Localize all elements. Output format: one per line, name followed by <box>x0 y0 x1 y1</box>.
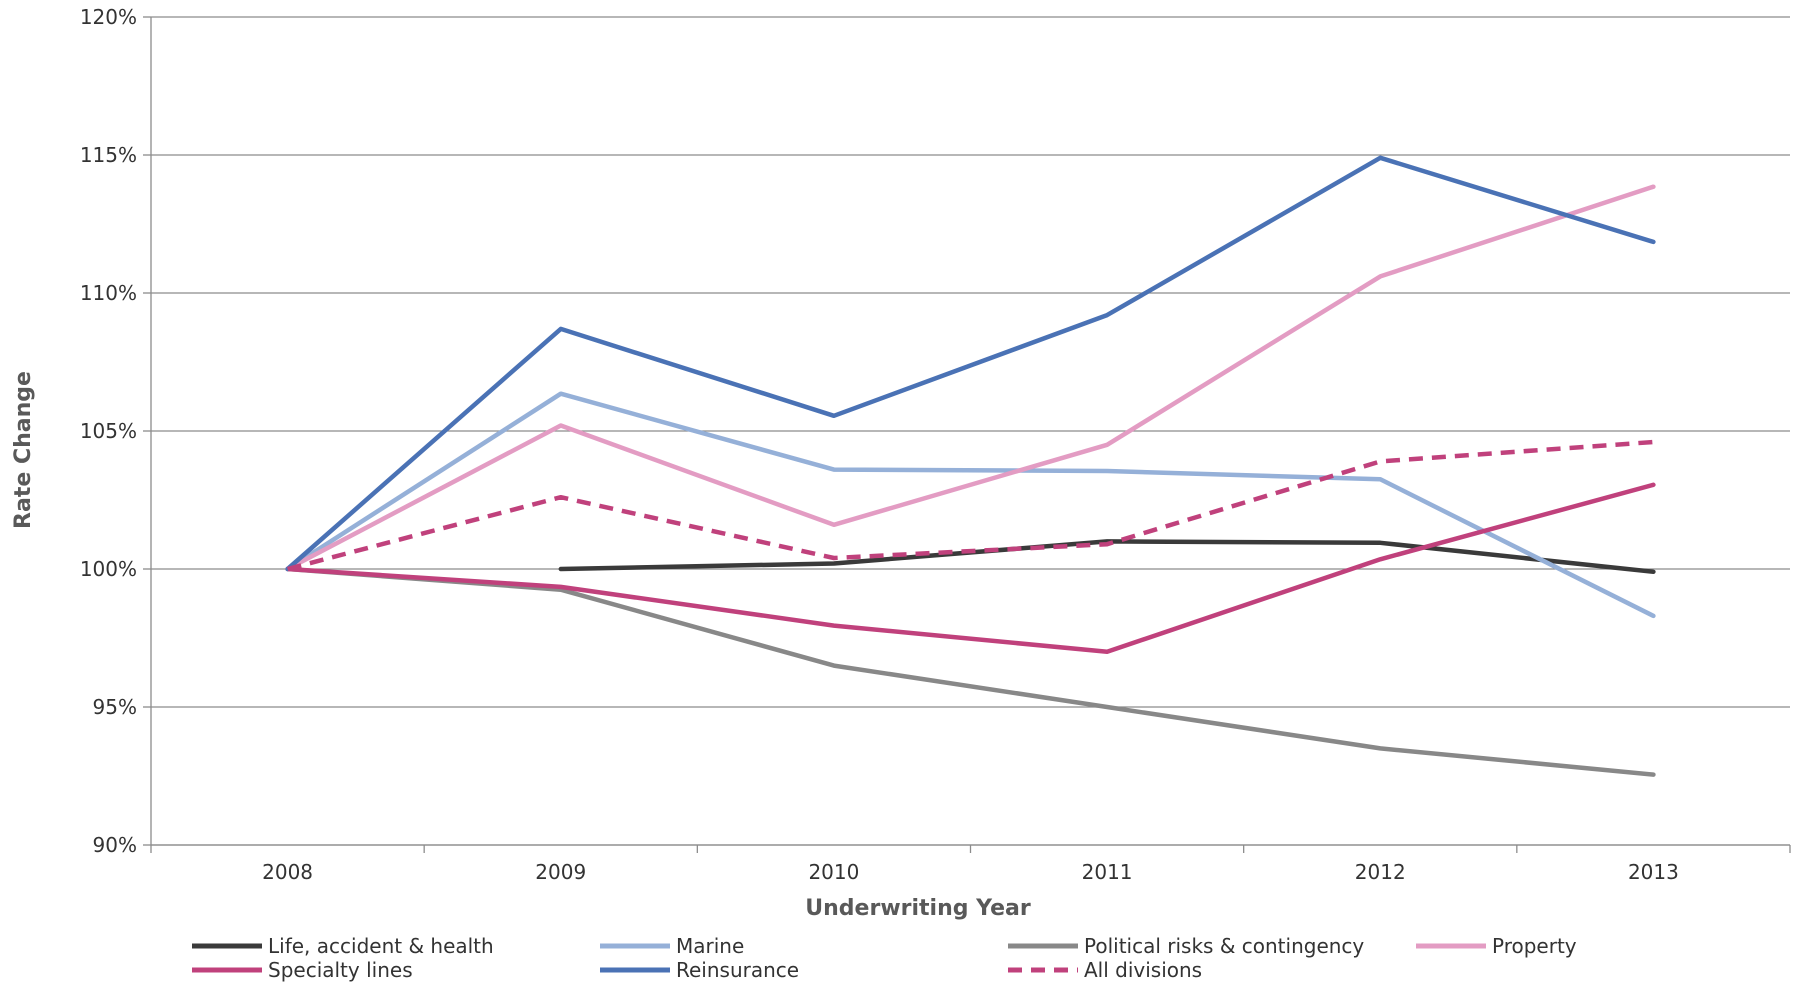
x-tick-label: 2012 <box>1355 860 1406 884</box>
y-tick-label: 115% <box>80 143 137 167</box>
legend: Life, accident & health Marine Political r… <box>192 934 1577 982</box>
legend-label-all-divisions: All divisions <box>1084 958 1202 982</box>
series-lines <box>285 155 1656 777</box>
y-tick-label: 100% <box>80 557 137 581</box>
y-tick-label: 110% <box>80 281 137 305</box>
series-line-reinsurance <box>285 155 1656 572</box>
legend-label-reinsurance: Reinsurance <box>676 958 799 982</box>
series-line-marine <box>285 391 1656 619</box>
y-tick-label: 105% <box>80 419 137 443</box>
x-tick-label: 2011 <box>1082 860 1133 884</box>
series-line-all-divisions <box>287 439 1654 572</box>
y-tick-label: 95% <box>93 695 137 719</box>
x-tick-label: 2010 <box>808 860 859 884</box>
axes <box>143 16 1791 853</box>
series-line-property <box>285 184 1656 572</box>
x-tick-label: 2013 <box>1628 860 1679 884</box>
gridlines <box>151 16 1790 846</box>
series-line-specialty-lines <box>285 482 1656 655</box>
series-line-political-risks-contingency <box>285 566 1656 777</box>
y-tick-labels: 90% 95% 100% 105% 110% 115% 120% <box>80 5 137 857</box>
x-tick-labels: 2008 2009 2010 2011 2012 2013 <box>262 860 1679 884</box>
y-tick-label: 120% <box>80 5 137 29</box>
legend-label-property: Property <box>1492 934 1577 958</box>
legend-label-specialty-lines: Specialty lines <box>268 958 413 982</box>
y-axis-title: Rate Change <box>11 371 36 529</box>
x-axis-title: Underwriting Year <box>805 896 1031 921</box>
y-tick-label: 90% <box>93 833 137 857</box>
legend-label-political-risks-contingency: Political risks & contingency <box>1084 934 1364 958</box>
legend-label-marine: Marine <box>676 934 744 958</box>
x-tick-label: 2008 <box>262 860 313 884</box>
legend-label-life-accident-health: Life, accident & health <box>268 934 494 958</box>
x-tick-label: 2009 <box>535 860 586 884</box>
series-line-life-accident-health <box>558 539 1656 575</box>
